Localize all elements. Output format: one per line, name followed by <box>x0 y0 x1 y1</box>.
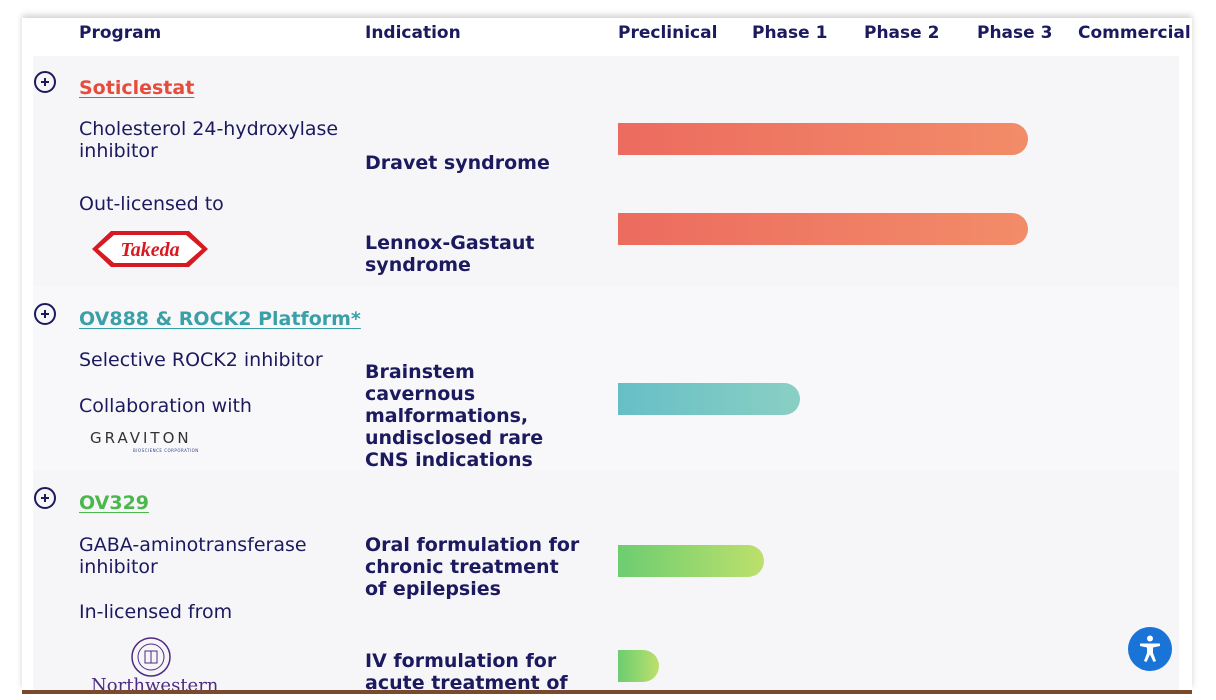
accessibility-button[interactable] <box>1128 627 1172 671</box>
program-block-ov888: OV888 & ROCK2 Platform* Selective ROCK2 … <box>33 286 1179 471</box>
expand-plus-icon[interactable] <box>34 487 56 509</box>
phase-progress-bar <box>618 213 1028 245</box>
header-phase-3: Phase 3 <box>977 23 1053 43</box>
graviton-logo: GRAVITON <box>90 429 192 447</box>
takeda-logo: Takeda <box>92 231 208 267</box>
header-phase-1: Phase 1 <box>752 23 828 43</box>
graviton-logo-subtitle: BIOSCIENCE CORPORATION <box>133 448 199 453</box>
expand-plus-icon[interactable] <box>34 71 56 93</box>
partner-label: Out-licensed to <box>79 193 224 215</box>
table-header: Program Indication Preclinical Phase 1 P… <box>22 18 1192 56</box>
pipeline-table: Program Indication Preclinical Phase 1 P… <box>22 18 1192 690</box>
header-program: Program <box>79 23 162 43</box>
program-mechanism: GABA-aminotransferase inhibitor <box>79 534 307 578</box>
indication-label: Dravet syndrome <box>365 152 550 174</box>
accessibility-icon <box>1140 635 1160 662</box>
program-mechanism: Selective ROCK2 inhibitor <box>79 349 323 371</box>
program-block-ov329: OV329 GABA-aminotransferase inhibitor In… <box>33 470 1179 690</box>
partner-label: In-licensed from <box>79 601 233 623</box>
northwestern-logo: Northwestern <box>91 675 219 690</box>
indication-label: IV formulation for acute treatment of se… <box>365 650 568 690</box>
program-block-soticlestat: Soticlestat Cholesterol 24-hydroxylase i… <box>33 56 1179 286</box>
header-commercial: Commercial <box>1078 23 1191 43</box>
partner-label: Collaboration with <box>79 395 252 417</box>
program-name-link[interactable]: OV888 & ROCK2 Platform* <box>79 308 361 330</box>
northwestern-seal-icon <box>131 637 171 677</box>
program-mechanism: Cholesterol 24-hydroxylase inhibitor <box>79 118 339 162</box>
indication-label: Lennox-Gastaut syndrome <box>365 232 535 276</box>
indication-label: Brainstem cavernous malformations, undis… <box>365 361 544 471</box>
program-name-link[interactable]: OV329 <box>79 492 150 514</box>
header-indication: Indication <box>365 23 461 43</box>
expand-plus-icon[interactable] <box>34 303 56 325</box>
program-name-link[interactable]: Soticlestat <box>79 77 195 99</box>
phase-progress-bar <box>618 545 764 577</box>
header-phase-2: Phase 2 <box>864 23 940 43</box>
phase-progress-bar <box>618 650 659 682</box>
header-preclinical: Preclinical <box>618 23 718 43</box>
phase-progress-bar <box>618 383 800 415</box>
bottom-divider <box>22 690 1192 694</box>
svg-text:Takeda: Takeda <box>120 239 179 261</box>
phase-progress-bar <box>618 123 1028 155</box>
indication-label: Oral formulation for chronic treatment o… <box>365 534 580 600</box>
